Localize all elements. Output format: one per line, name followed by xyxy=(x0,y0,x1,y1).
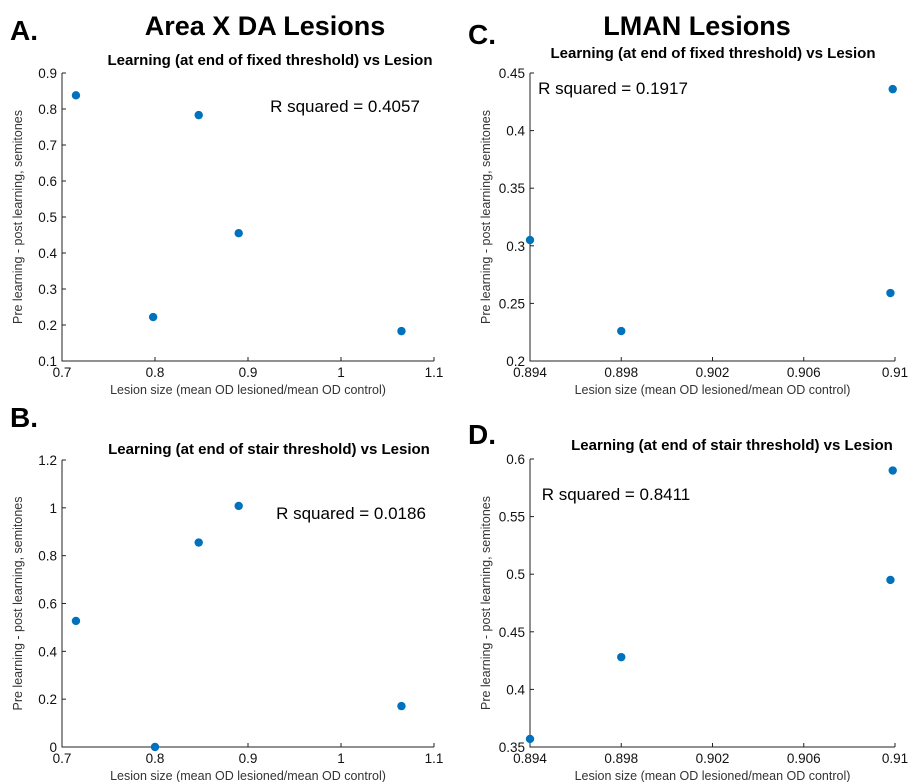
y-tick-label: 0.4 xyxy=(506,682,525,697)
data-point xyxy=(150,742,160,752)
y-axis-label: Pre learning - post learning, semitones xyxy=(11,110,25,324)
y-tick-label: 0.8 xyxy=(38,549,57,564)
x-tick-label: 0.8 xyxy=(146,751,165,766)
x-tick-label: 1 xyxy=(337,365,345,380)
panel-letter: C. xyxy=(468,19,496,50)
y-tick-label: 0.45 xyxy=(499,625,525,640)
y-tick-label: 0.6 xyxy=(38,597,57,612)
data-point xyxy=(194,538,203,547)
x-axis-label: Lesion size (mean OD lesioned/mean OD co… xyxy=(575,383,851,397)
y-tick-label: 0.8 xyxy=(38,102,57,117)
y-tick-label: 1.2 xyxy=(38,453,57,468)
y-tick-label: 0.2 xyxy=(38,318,57,333)
y-tick-label: 0.2 xyxy=(38,692,57,707)
data-point xyxy=(617,326,626,336)
y-tick-label: 0.55 xyxy=(499,510,525,525)
data-point xyxy=(617,652,626,662)
y-tick-label: 0.35 xyxy=(499,740,525,755)
r-squared-annotation: R squared = 0.4057 xyxy=(270,97,420,116)
chart-panel-c: C. Learning (at end of fixed threshold) v… xyxy=(468,19,908,397)
chart-title: Learning (at end of fixed threshold) vs … xyxy=(107,52,432,69)
x-tick-label: 0.902 xyxy=(696,751,730,766)
y-axis-label: Pre learning - post learning, semitones xyxy=(11,496,25,710)
y-tick-label: 0.5 xyxy=(506,567,525,582)
x-tick-label: 0.8 xyxy=(146,365,165,380)
y-tick-label: 0.35 xyxy=(499,181,525,196)
data-point xyxy=(397,326,406,336)
y-tick-label: 0.7 xyxy=(38,138,57,153)
x-tick-label: 0.7 xyxy=(53,365,72,380)
axes-frame xyxy=(529,73,895,362)
y-axis-label: Pre learning - post learning, semitones xyxy=(479,496,493,710)
data-point xyxy=(71,91,81,100)
y-tick-label: 0 xyxy=(49,740,57,755)
data-point xyxy=(194,110,203,120)
section-title-area-x: Area X DA Lesions xyxy=(145,11,386,41)
y-tick-label: 0.4 xyxy=(38,644,57,659)
chart-panel-b: B. Learning (at end of stair threshold) v… xyxy=(10,402,443,782)
data-point xyxy=(525,734,535,744)
chart-panel-a: A. Learning (at end of fixed threshold) v… xyxy=(10,15,443,397)
x-tick-label: 0.906 xyxy=(787,365,821,380)
data-point xyxy=(888,84,897,94)
x-tick-label: 1.1 xyxy=(425,751,444,766)
r-squared-annotation: R squared = 0.1917 xyxy=(538,79,688,98)
chart-title: Learning (at end of fixed threshold) vs … xyxy=(550,45,875,62)
r-squared-annotation: R squared = 0.8411 xyxy=(542,485,691,504)
data-point xyxy=(886,575,895,585)
x-tick-label: 1.1 xyxy=(425,365,444,380)
y-tick-label: 0.5 xyxy=(38,210,57,225)
x-tick-label: 0.91 xyxy=(882,365,908,380)
y-tick-label: 1 xyxy=(49,501,57,516)
chart-title: Learning (at end of stair threshold) vs … xyxy=(108,441,430,458)
data-point xyxy=(234,229,243,238)
y-tick-label: 0.6 xyxy=(506,452,525,467)
chart-panel-d: D. Learning (at end of stair threshold) v… xyxy=(468,419,908,782)
data-point xyxy=(397,701,406,711)
section-title-lman: LMAN Lesions xyxy=(603,11,791,41)
x-axis-label: Lesion size (mean OD lesioned/mean OD co… xyxy=(110,383,386,397)
y-tick-label: 0.45 xyxy=(499,66,525,81)
x-tick-label: 0.9 xyxy=(239,365,258,380)
y-tick-label: 0.4 xyxy=(38,246,57,261)
panel-letter: A. xyxy=(10,15,38,46)
x-axis-label: Lesion size (mean OD lesioned/mean OD co… xyxy=(575,769,851,782)
panel-letter: B. xyxy=(10,402,38,433)
chart-title: Learning (at end of stair threshold) vs … xyxy=(571,437,893,454)
x-axis-label: Lesion size (mean OD lesioned/mean OD co… xyxy=(110,769,386,782)
x-tick-label: 0.898 xyxy=(604,751,638,766)
y-tick-label: 0.3 xyxy=(38,282,57,297)
x-tick-label: 0.894 xyxy=(513,751,547,766)
y-tick-label: 0.4 xyxy=(506,124,525,139)
y-axis-label: Pre learning - post learning, semitones xyxy=(479,110,493,324)
data-point xyxy=(886,288,895,298)
y-tick-label: 0.6 xyxy=(38,174,57,189)
r-squared-annotation: R squared = 0.0186 xyxy=(276,504,426,523)
x-tick-label: 0.894 xyxy=(513,365,547,380)
y-tick-label: 0.2 xyxy=(506,354,525,369)
y-tick-label: 0.1 xyxy=(38,354,57,369)
data-point xyxy=(148,312,158,322)
data-point xyxy=(525,235,535,245)
y-tick-label: 0.25 xyxy=(499,296,525,311)
axes-frame xyxy=(61,73,434,362)
panel-letter: D. xyxy=(468,419,496,450)
data-point xyxy=(234,501,243,511)
x-tick-label: 0.91 xyxy=(882,751,908,766)
x-tick-label: 1 xyxy=(337,751,345,766)
x-tick-label: 0.7 xyxy=(53,751,72,766)
data-point xyxy=(888,466,897,475)
y-tick-label: 0.9 xyxy=(38,66,57,81)
data-point xyxy=(71,616,81,626)
x-tick-label: 0.902 xyxy=(696,365,730,380)
y-tick-label: 0.3 xyxy=(506,239,525,254)
x-tick-label: 0.906 xyxy=(787,751,821,766)
x-tick-label: 0.9 xyxy=(239,751,258,766)
x-tick-label: 0.898 xyxy=(604,365,638,380)
